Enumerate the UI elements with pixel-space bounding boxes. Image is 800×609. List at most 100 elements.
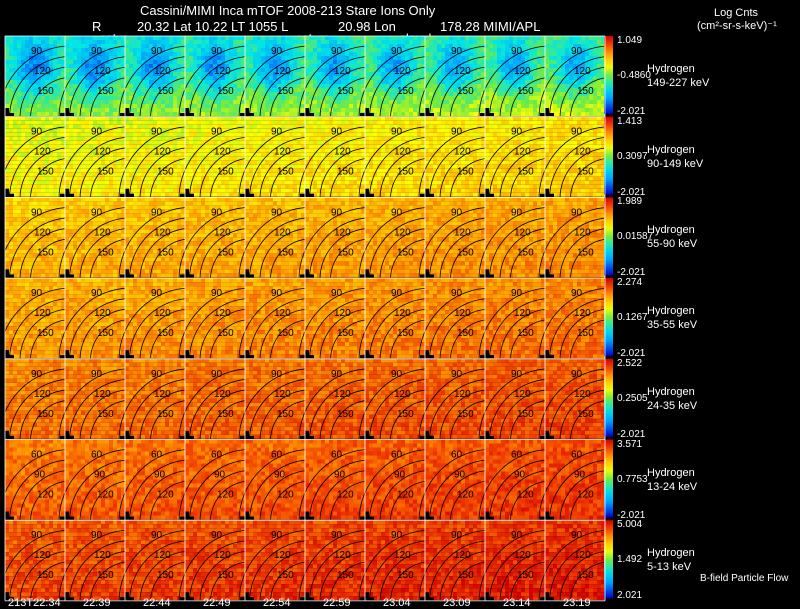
heat-cell <box>357 128 361 133</box>
heat-cell <box>65 132 69 137</box>
heat-cell <box>341 192 345 197</box>
heat-cell <box>281 92 285 96</box>
heat-cell <box>85 36 89 40</box>
heat-cell <box>593 40 597 44</box>
heat-cell <box>425 80 429 84</box>
heat-cell <box>433 84 437 88</box>
heat-cell <box>361 36 365 40</box>
heat-cell <box>53 44 57 48</box>
heat-cell <box>49 168 53 173</box>
heat-cell <box>253 60 257 64</box>
heat-cell <box>245 60 249 64</box>
heat-cell <box>261 172 265 177</box>
heat-cell <box>57 44 61 48</box>
heat-cell <box>313 36 317 40</box>
heat-cell <box>145 68 149 72</box>
heat-cell <box>101 124 105 129</box>
heat-cell <box>173 108 177 112</box>
heat-cell <box>53 140 57 145</box>
heat-cell <box>461 84 465 88</box>
heat-cell <box>29 104 33 108</box>
heat-cell <box>137 80 141 84</box>
heat-cell <box>93 128 97 133</box>
heat-cell <box>177 160 181 165</box>
heat-cell <box>549 56 553 60</box>
heat-cell <box>77 160 81 165</box>
heat-cell <box>213 40 217 44</box>
heat-cell <box>89 132 93 137</box>
heat-cell <box>241 184 245 189</box>
heat-cell <box>293 80 297 84</box>
heat-cell <box>401 36 405 40</box>
heat-cell <box>329 140 333 145</box>
heat-cell <box>269 140 273 145</box>
heat-cell <box>137 56 141 60</box>
heat-cell <box>265 52 269 56</box>
heat-cell <box>493 44 497 48</box>
contour-label: 150 <box>337 86 354 97</box>
heat-cell <box>413 88 417 92</box>
heat-cell <box>177 56 181 60</box>
heat-cell <box>349 40 353 44</box>
heat-cell <box>41 88 45 92</box>
heat-cell <box>29 152 33 157</box>
heat-cell <box>489 48 493 52</box>
heat-cell <box>405 116 409 121</box>
heat-cell <box>421 64 425 68</box>
heat-cell <box>545 48 549 52</box>
heat-cell <box>173 120 177 125</box>
heat-cell <box>245 176 249 181</box>
heat-cell <box>357 56 361 60</box>
heat-cell <box>125 44 129 48</box>
heat-cell <box>185 160 189 165</box>
heat-cell <box>157 40 161 44</box>
heat-cell <box>141 120 145 125</box>
heat-cell <box>69 60 73 64</box>
heat-cell <box>157 44 161 48</box>
heat-cell <box>393 108 397 112</box>
heat-cell <box>149 68 153 72</box>
heat-cell <box>281 76 285 80</box>
heat-cell <box>13 64 17 68</box>
heat-cell <box>497 44 501 48</box>
heat-cell <box>541 72 545 76</box>
heat-cell <box>413 40 417 44</box>
crosshair-marker <box>485 108 489 122</box>
heat-cell <box>49 116 53 121</box>
heat-cell <box>161 132 165 137</box>
heat-cell <box>145 104 149 108</box>
heat-cell <box>281 80 285 84</box>
heat-cell <box>177 84 181 88</box>
heat-cell <box>17 116 21 121</box>
heat-cell <box>157 148 161 153</box>
heat-cell <box>333 192 337 197</box>
contour-label: 150 <box>577 86 594 97</box>
heat-cell <box>49 188 53 193</box>
heat-cell <box>73 116 77 121</box>
heat-cell <box>261 152 265 157</box>
heat-cell <box>441 36 445 40</box>
heat-cell <box>533 44 537 48</box>
heat-cell <box>129 60 133 64</box>
heat-cell <box>277 92 281 96</box>
heat-cell <box>325 176 329 181</box>
contour-line <box>0 45 72 110</box>
heat-cell <box>77 68 81 72</box>
heat-cell <box>189 140 193 145</box>
heat-cell <box>93 36 97 40</box>
contour-line <box>69 56 132 118</box>
heat-cell <box>137 124 141 129</box>
heat-cell <box>393 40 397 44</box>
heat-cell <box>421 60 425 64</box>
heat-cell <box>333 72 337 76</box>
contour-line <box>69 136 132 199</box>
heat-cell <box>177 156 181 161</box>
heat-cell <box>345 112 349 116</box>
contour-line <box>30 77 72 118</box>
heat-cell <box>165 100 169 104</box>
heat-cell <box>377 56 381 60</box>
heat-cell <box>477 60 481 64</box>
heat-cell <box>497 100 501 104</box>
heat-cell <box>505 92 509 96</box>
heat-cell <box>9 96 13 100</box>
